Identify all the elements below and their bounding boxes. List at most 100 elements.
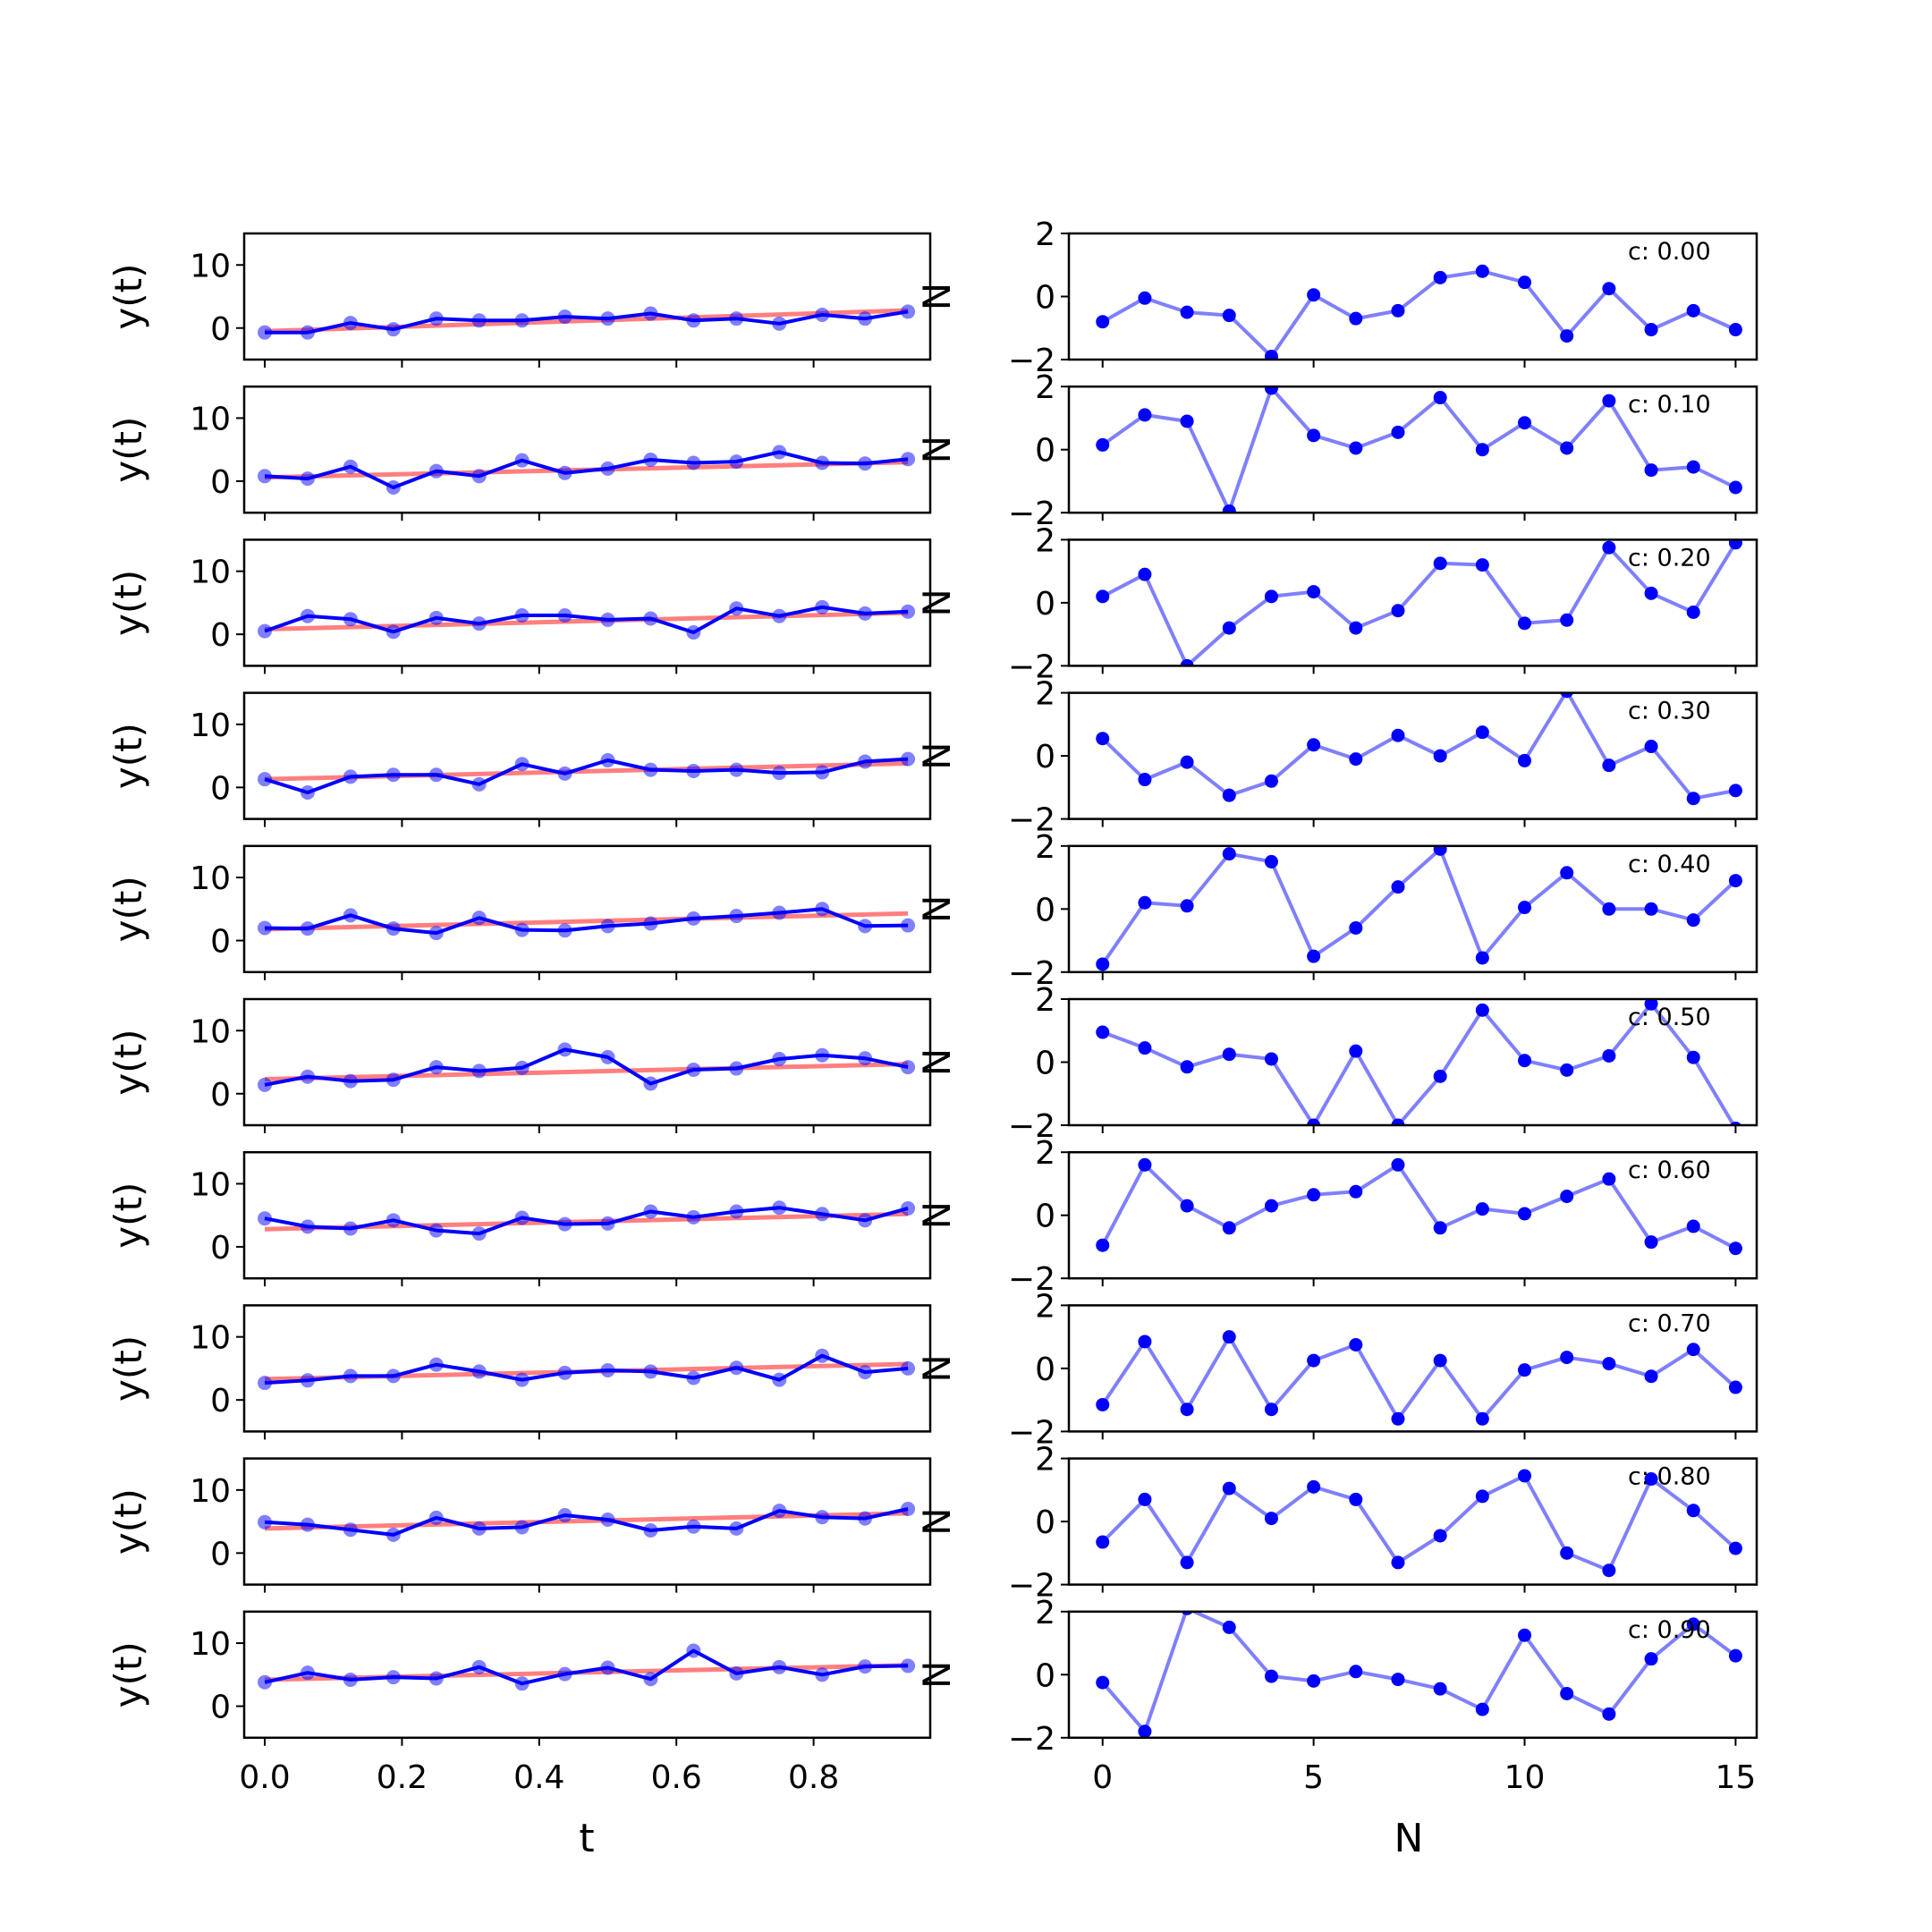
series-point	[1138, 1724, 1152, 1738]
series-point	[1391, 303, 1405, 318]
series-point	[1391, 1118, 1405, 1125]
left-panel-0: 0 10 y(t)	[106, 232, 932, 368]
data-point	[557, 465, 572, 480]
y-tick-label: 0	[1035, 433, 1055, 470]
series-point	[1138, 895, 1152, 910]
data-point	[258, 469, 273, 484]
series-point	[1560, 692, 1573, 699]
data-point	[471, 1063, 487, 1079]
series-point	[1433, 1069, 1447, 1083]
series-point	[1560, 1190, 1574, 1204]
y-tick-label: 0	[210, 924, 231, 961]
series-point	[1391, 604, 1405, 618]
series-point	[1264, 1052, 1278, 1066]
y-tick-label: −2	[1008, 1721, 1055, 1758]
left-panel-1: 0 10 y(t)	[106, 385, 932, 521]
y-tick-label: 2	[1035, 829, 1055, 866]
left-panel-5: 0 10 y(t)	[106, 997, 932, 1133]
series-point	[1307, 1479, 1321, 1494]
series-line	[1101, 847, 1737, 966]
series-point	[1264, 349, 1278, 360]
series-point	[1307, 428, 1321, 443]
data-point	[514, 1060, 530, 1075]
left-plot-area	[258, 445, 916, 495]
y-tick-label: −2	[1008, 1414, 1055, 1451]
series-point	[1180, 1402, 1194, 1417]
series-point	[1307, 585, 1321, 599]
series-point	[1180, 414, 1194, 428]
data-point	[729, 1665, 744, 1681]
series-point	[1180, 1555, 1194, 1570]
y-tick-label: 0	[210, 617, 231, 654]
series-point	[1349, 920, 1363, 935]
data-point	[428, 1223, 444, 1238]
series-point	[1475, 1702, 1489, 1716]
series-point	[1475, 443, 1489, 457]
series-point	[1475, 1202, 1489, 1216]
y-tick-label: 10	[190, 1473, 231, 1510]
trend-line	[264, 1062, 909, 1082]
data-point	[643, 611, 658, 626]
correlation-label: c: 0.50	[1628, 1004, 1711, 1031]
data-point	[557, 1365, 572, 1380]
data-point	[471, 1226, 487, 1241]
data-point	[901, 304, 916, 319]
left-ylabel: y(t)	[106, 570, 150, 636]
data-point	[386, 1368, 401, 1384]
data-point	[858, 1659, 873, 1674]
series-point	[1518, 753, 1532, 767]
data-point	[300, 325, 315, 340]
data-point	[815, 307, 830, 322]
correlation-label: c: 0.70	[1628, 1309, 1711, 1337]
series-point	[1518, 416, 1532, 430]
y-tick-label: 0	[1035, 1046, 1055, 1082]
series-line	[1101, 1474, 1737, 1572]
series-point	[1180, 305, 1194, 319]
right-panel-4: −2 0 2 Nc: 0.40	[915, 829, 1758, 992]
x-tick-label: 10	[1504, 1759, 1546, 1796]
data-point	[343, 1221, 358, 1236]
data-point	[471, 776, 487, 792]
y-tick-label: 0	[1035, 280, 1055, 317]
right-plot-area	[1096, 999, 1742, 1125]
right-panel-9: −2 0 2 0 5 10 15 Nc: 0.90	[915, 1595, 1758, 1796]
plots-layer: 0 10 y(t) −2 0 2 Nc: 0.00 0 10 y(t) −2 0 2 Nc: 0.10 0 1…	[106, 216, 1758, 1796]
data-line	[264, 1047, 909, 1087]
series-point	[1349, 752, 1363, 767]
data-point	[772, 1051, 787, 1066]
series-point	[1222, 1481, 1236, 1496]
series-point	[1138, 408, 1152, 422]
series-point	[1391, 1157, 1405, 1172]
data-point	[514, 922, 530, 937]
right-plot-area	[1096, 1330, 1742, 1426]
y-tick-label: 0	[210, 1690, 231, 1726]
series-point	[1138, 1492, 1152, 1506]
series-point	[1518, 1363, 1532, 1377]
series-point	[1728, 539, 1742, 550]
series-point	[1475, 1489, 1489, 1504]
left-axes-frame	[242, 385, 932, 514]
y-tick-label: 10	[190, 1166, 231, 1203]
y-tick-label: −2	[1008, 496, 1055, 532]
series-point	[1602, 394, 1616, 408]
series-point	[1138, 1041, 1152, 1055]
data-point	[557, 1666, 572, 1682]
data-point	[815, 1510, 830, 1525]
data-line	[264, 1353, 909, 1385]
data-point	[643, 452, 658, 467]
series-point	[1096, 437, 1110, 452]
series-point	[1222, 309, 1236, 323]
data-point	[386, 1527, 401, 1542]
correlation-label: c: 0.60	[1628, 1157, 1711, 1184]
data-point	[258, 1077, 273, 1092]
series-point	[1264, 854, 1278, 869]
data-point	[858, 754, 873, 769]
data-point	[772, 1372, 787, 1387]
data-point	[772, 445, 787, 460]
y-tick-label: 0	[210, 1536, 231, 1572]
data-point	[557, 766, 572, 781]
right-panel-2: −2 0 2 Nc: 0.20	[915, 522, 1758, 685]
series-point	[1518, 275, 1532, 290]
series-point	[1686, 1617, 1700, 1631]
